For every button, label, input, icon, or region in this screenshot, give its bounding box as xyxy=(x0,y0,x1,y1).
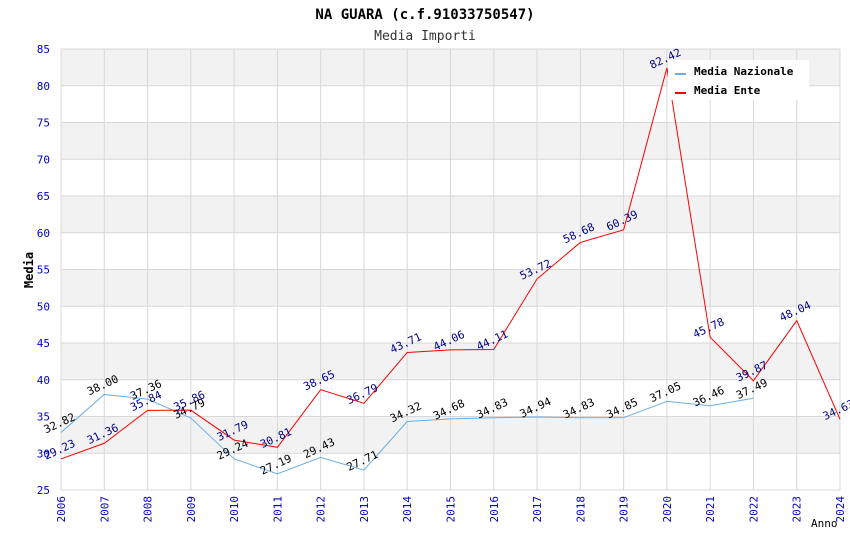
y-axis-ticks: 25 30 35 40 45 50 55 60 65 70 75 80 85 xyxy=(37,43,50,497)
gridlines xyxy=(60,48,841,491)
y-tick-label: 65 xyxy=(37,190,50,203)
y-tick-label: 60 xyxy=(37,227,50,240)
x-tick-label: 2007 xyxy=(98,496,111,523)
legend-label-nazionale: Media Nazionale xyxy=(694,65,794,78)
x-axis-label: Anno xyxy=(811,517,838,530)
x-tick-label: 2014 xyxy=(401,496,414,523)
series-line-1 xyxy=(60,67,841,460)
x-tick-label: 2008 xyxy=(142,496,155,523)
y-tick-label: 75 xyxy=(37,117,50,130)
x-tick-label: 2020 xyxy=(661,496,674,523)
x-tick-label: 2018 xyxy=(574,496,587,523)
x-tick-label: 2017 xyxy=(531,496,544,523)
x-tick-label: 2016 xyxy=(488,496,501,523)
legend: Media Nazionale Media Ente xyxy=(668,60,809,100)
y-tick-label: 80 xyxy=(37,80,50,93)
x-tick-label: 2024 xyxy=(834,496,847,523)
series-line-0 xyxy=(60,393,754,475)
x-tick-label: 2019 xyxy=(618,496,631,523)
x-tick-label: 2006 xyxy=(55,496,68,523)
y-tick-label: 55 xyxy=(37,264,50,277)
data-label: 37.05 xyxy=(648,379,684,405)
y-tick-label: 85 xyxy=(37,43,50,56)
series-layer xyxy=(60,67,841,475)
y-tick-label: 30 xyxy=(37,447,50,460)
y-axis-label: Media xyxy=(22,252,36,288)
x-tick-label: 2021 xyxy=(704,496,717,523)
x-tick-label: 2011 xyxy=(271,496,284,523)
x-tick-label: 2012 xyxy=(315,496,328,523)
y-tick-label: 40 xyxy=(37,374,50,387)
x-tick-label: 2022 xyxy=(747,496,760,523)
legend-label-ente: Media Ente xyxy=(694,84,761,97)
x-tick-label: 2023 xyxy=(791,496,804,523)
chart-title: NA GUARA (c.f.91033750547) xyxy=(315,7,534,23)
data-label: 45.78 xyxy=(691,315,727,341)
x-axis-ticks: 2006 2007 2008 2009 2010 2011 2012 2013 2014 2015… xyxy=(55,496,847,523)
y-tick-label: 35 xyxy=(37,411,50,424)
y-tick-label: 45 xyxy=(37,337,50,350)
chart-subtitle: Media Importi xyxy=(374,29,476,44)
y-tick-label: 50 xyxy=(37,300,50,313)
x-tick-label: 2009 xyxy=(185,496,198,523)
x-tick-label: 2013 xyxy=(358,496,371,523)
x-tick-label: 2010 xyxy=(228,496,241,523)
x-tick-label: 2015 xyxy=(445,496,458,523)
y-tick-label: 70 xyxy=(37,153,50,166)
y-tick-label: 25 xyxy=(37,484,50,497)
